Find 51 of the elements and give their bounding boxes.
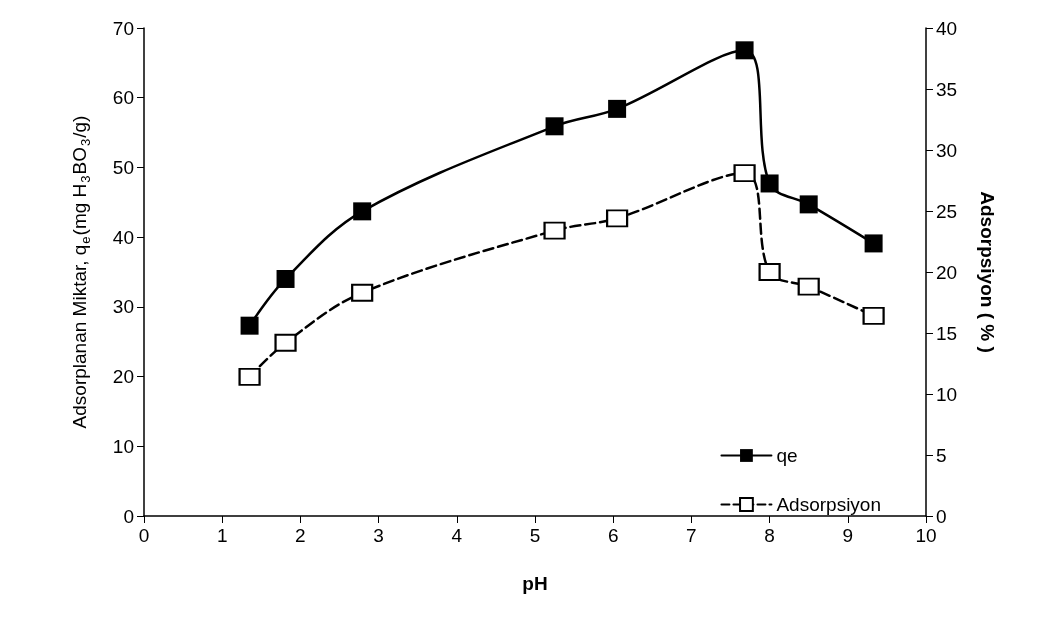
y2-tick-label: 5 [936,444,947,466]
point [543,221,566,240]
point [240,316,259,335]
point [353,202,372,221]
y-tick-label: 70 [112,17,134,39]
point [733,164,756,183]
y-tick-label: 50 [112,156,134,178]
point [862,306,885,325]
y-tick-label: 40 [112,226,134,248]
x-axis-title: pH [522,573,548,594]
point [351,283,374,302]
y2-tick-label: 40 [936,17,958,39]
legend-label: qe [776,445,798,466]
point [608,99,627,118]
point [238,367,261,386]
y2-tick-label: 25 [936,200,958,222]
point [797,277,820,296]
point [735,41,754,60]
y-tick-label: 0 [123,505,134,527]
point [274,333,297,352]
y2-tick-label: 0 [936,505,947,527]
x-tick-label: 10 [915,525,937,546]
point [758,263,781,281]
y-tick-label: 10 [112,435,134,457]
x-tick-label: 0 [138,525,150,546]
x-tick-label: 2 [295,525,306,546]
y2-tick-label: 10 [936,383,958,405]
y2-tick-label: 30 [936,139,958,161]
x-tick-label: 7 [686,525,697,546]
point [864,234,883,253]
legend-label: Adsorpsiyon [776,494,882,515]
y2-tick-label: 15 [936,322,958,344]
y-tick-label: 60 [112,87,134,109]
x-tick-label: 8 [764,525,775,546]
point [276,269,295,288]
y-tick-label: 30 [112,296,134,318]
y2-tick-label: 35 [936,78,958,100]
x-tick-label: 6 [607,525,619,546]
point [545,117,564,136]
point [606,209,629,228]
x-tick-label: 5 [529,525,541,546]
y2-tick-label: 20 [936,261,958,283]
x-tick-label: 3 [373,525,384,546]
x-tick-label: 9 [842,525,854,546]
x-tick-label: 1 [216,525,228,546]
y-tick-label: 20 [112,366,134,388]
y2-axis-title: Adsorpsiyon ( % ) [977,191,998,353]
point [799,195,818,214]
y-axis-title: Adsorplanan Miktar, qe(mg H3BO3/g) [68,115,93,429]
point [760,174,779,193]
x-tick-label: 4 [451,525,463,546]
